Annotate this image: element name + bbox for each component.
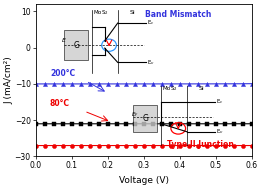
Y-axis label: J (mA/cm²): J (mA/cm²) xyxy=(4,57,13,104)
Text: Band Mismatch: Band Mismatch xyxy=(145,10,212,19)
X-axis label: Voltage (V): Voltage (V) xyxy=(119,176,169,185)
Text: 200°C: 200°C xyxy=(50,69,75,78)
Text: 80°C: 80°C xyxy=(50,99,70,108)
Text: Type II Junction: Type II Junction xyxy=(167,140,234,149)
